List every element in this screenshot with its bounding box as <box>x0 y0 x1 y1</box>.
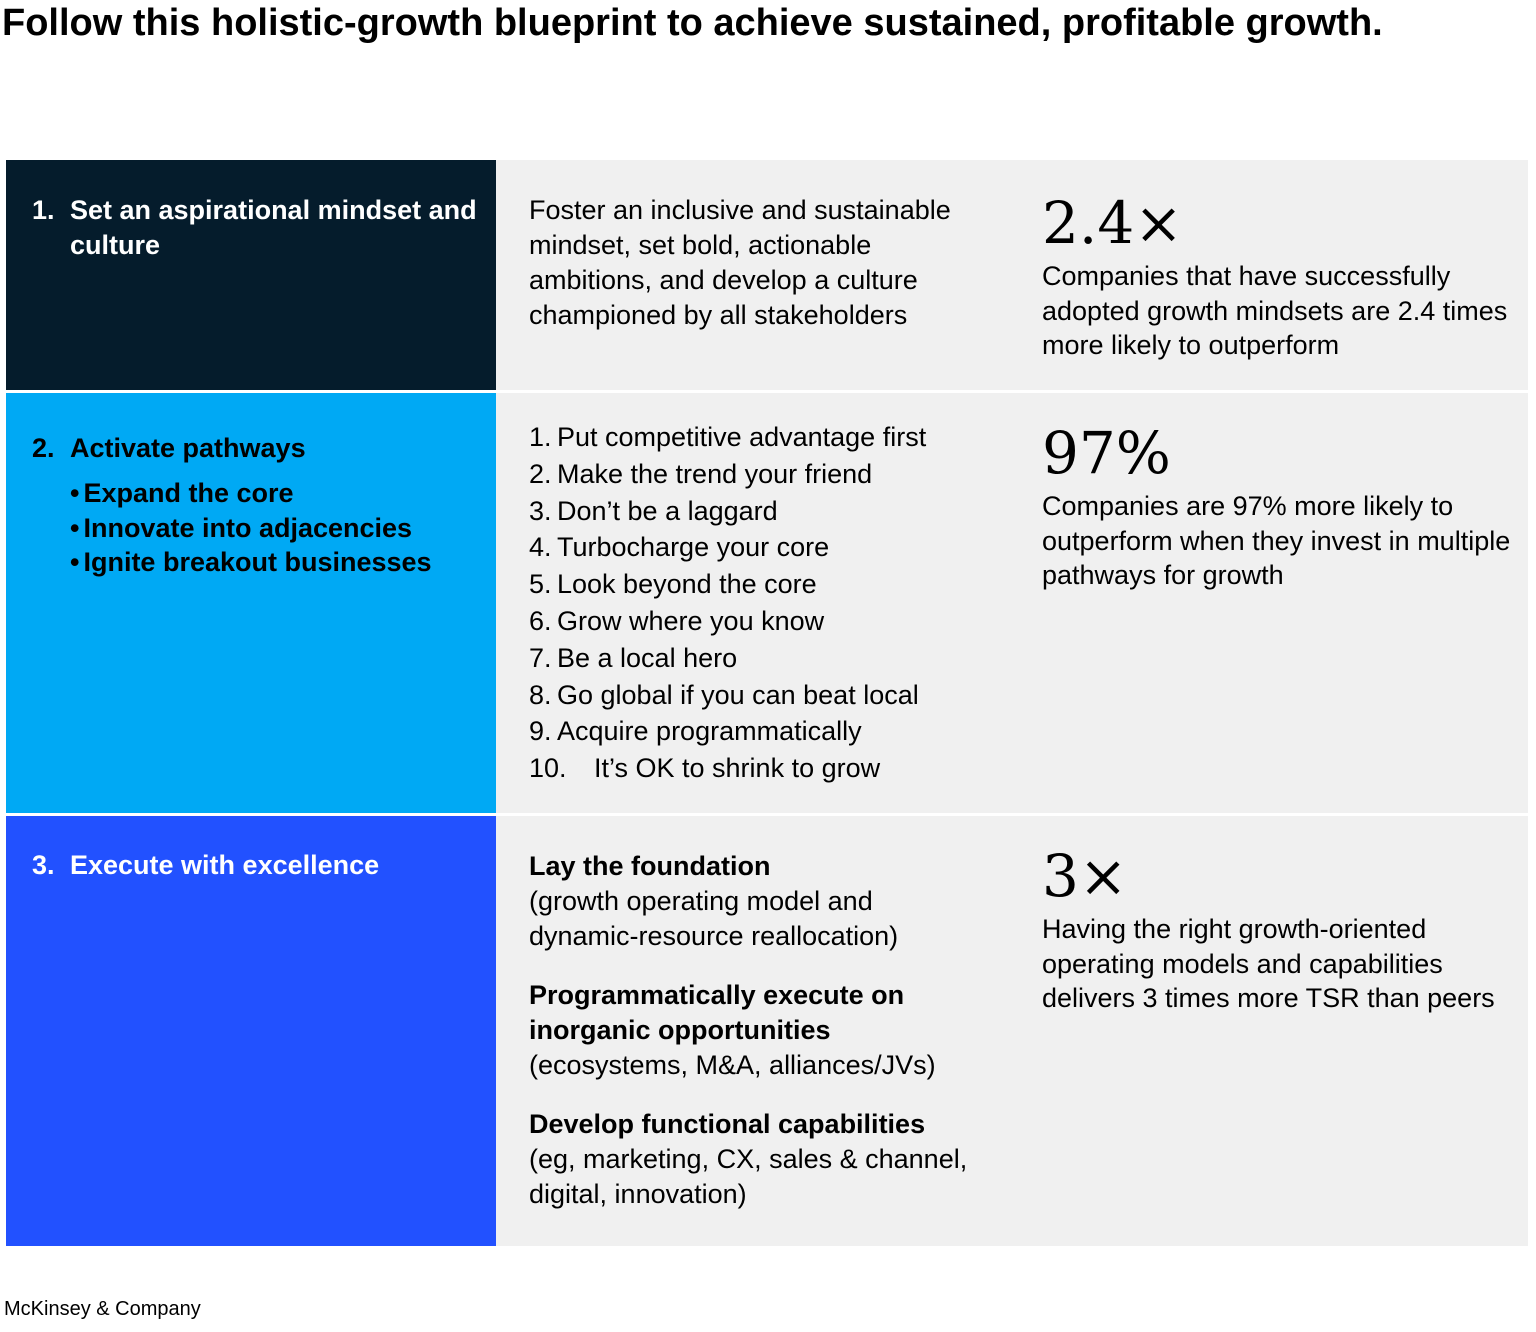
execution-block-heading: Develop functional capabilities <box>529 1109 926 1139</box>
step-panel-pathways: 2. Activate pathways Expand the core Inn… <box>6 393 496 813</box>
list-item: 7. Be a local hero <box>529 640 1006 677</box>
list-item-text: Put competitive advantage first <box>557 422 927 452</box>
execution-block-heading: Lay the foundation <box>529 851 771 881</box>
execution-block-body: (growth operating model and dynamic-reso… <box>529 886 899 951</box>
list-item-number: 4. <box>529 532 552 563</box>
list-item-text: Acquire programmatically <box>557 716 862 747</box>
list-item-number: 9. <box>529 716 552 747</box>
list-item: 4. Turbocharge your core <box>529 529 1006 566</box>
list-item-text: Make the trend your friend <box>557 458 873 489</box>
list-item: 2. Make the trend your friend <box>529 456 1006 493</box>
stat-value: 97% <box>1042 419 1171 487</box>
list-item: 10. It’s OK to shrink to grow <box>529 750 1006 787</box>
step-panel-mindset: 1. Set an aspirational mindset and cultu… <box>6 160 496 390</box>
list-item: 8. Go global if you can beat local <box>529 677 1006 714</box>
blueprint-row-pathways: 2. Activate pathways Expand the core Inn… <box>6 393 1528 813</box>
list-item-text: Grow where you know <box>557 605 825 636</box>
list-item-text: It’s OK to shrink to grow <box>594 753 881 784</box>
list-item-text: Look beyond the core <box>557 569 817 600</box>
list-item-number: 1. <box>529 422 552 452</box>
execution-block-heading: Programmatically execute on inorganic op… <box>529 980 905 1045</box>
list-item-text: Go global if you can beat local <box>557 679 919 710</box>
description-panel-execute: Lay the foundation (growth operating mod… <box>496 816 1006 1246</box>
execution-block: Develop functional capabilities (eg, mar… <box>529 1107 1006 1212</box>
step-panel-execute: 3. Execute with excellence <box>6 816 496 1246</box>
list-item: 5. Look beyond the core <box>529 566 1006 603</box>
description-panel-pathways: 1. Put competitive advantage first 2. Make… <box>496 393 1006 813</box>
execution-block-body: (ecosystems, M&A, alliances/JVs) <box>529 1050 936 1080</box>
page-title: Follow this holistic-growth blueprint to… <box>2 2 1383 44</box>
bullet-item: Expand the core <box>70 476 496 511</box>
list-item-number: 7. <box>529 642 552 673</box>
bullet-item: Ignite breakout businesses <box>70 545 496 580</box>
list-item-number: 2. <box>529 458 552 489</box>
step-title: Activate pathways <box>70 433 306 463</box>
stat-description: Companies that have successfully adopted… <box>1042 261 1508 360</box>
list-item: 9. Acquire programmatically <box>529 713 1006 750</box>
step-number: 1. <box>32 195 55 225</box>
list-item: 3. Don’t be a laggard <box>529 493 1006 530</box>
stat-description: Companies are 97% more likely to outperf… <box>1042 491 1511 590</box>
step-number: 2. <box>32 433 55 463</box>
step-heading: 1. Set an aspirational mindset and cultu… <box>32 193 496 263</box>
list-item-text: Turbocharge your core <box>557 532 830 563</box>
bullet-item: Innovate into adjacencies <box>70 511 496 546</box>
list-item-number: 6. <box>529 605 552 636</box>
list-item-number: 5. <box>529 569 552 600</box>
stat-value: 2.4× <box>1042 189 1183 257</box>
stat-panel-pathways: 97% Companies are 97% more likely to out… <box>1006 393 1528 813</box>
blueprint-row-mindset: 1. Set an aspirational mindset and cultu… <box>6 160 1528 390</box>
list-item: 1. Put competitive advantage first <box>529 419 1006 456</box>
blueprint-row-execute: 3. Execute with excellence Lay the found… <box>6 816 1528 1246</box>
pathway-list: 1. Put competitive advantage first 2. Make… <box>529 419 1006 787</box>
step-title: Execute with excellence <box>70 850 380 880</box>
list-item-text: Be a local hero <box>557 642 738 673</box>
list-item-number: 10. <box>529 753 567 784</box>
list-item-text: Don’t be a laggard <box>557 495 778 526</box>
step-title: Set an aspirational mindset and culture <box>70 195 477 260</box>
pathway-bullets: Expand the core Innovate into adjacencie… <box>70 476 496 580</box>
execution-block: Lay the foundation (growth operating mod… <box>529 849 1006 954</box>
step-heading: 2. Activate pathways <box>32 431 496 466</box>
step-heading: 3. Execute with excellence <box>32 848 496 883</box>
step-number: 3. <box>32 850 55 880</box>
list-item-number: 3. <box>529 495 552 526</box>
publisher-credit: McKinsey & Company <box>4 1298 201 1320</box>
stat-panel-execute: 3× Having the right growth-oriented oper… <box>1006 816 1528 1246</box>
step-description: Foster an inclusive and sustainable mind… <box>529 195 951 330</box>
description-panel-mindset: Foster an inclusive and sustainable mind… <box>496 160 1006 390</box>
stat-value: 3× <box>1042 842 1128 910</box>
execution-block: Programmatically execute on inorganic op… <box>529 978 1006 1083</box>
list-item: 6. Grow where you know <box>529 603 1006 640</box>
stat-description: Having the right growth-oriented operati… <box>1042 914 1495 1013</box>
execution-block-body: (eg, marketing, CX, sales & channel, dig… <box>529 1144 968 1209</box>
stat-panel-mindset: 2.4× Companies that have successfully ad… <box>1006 160 1528 390</box>
list-item-number: 8. <box>529 679 552 710</box>
